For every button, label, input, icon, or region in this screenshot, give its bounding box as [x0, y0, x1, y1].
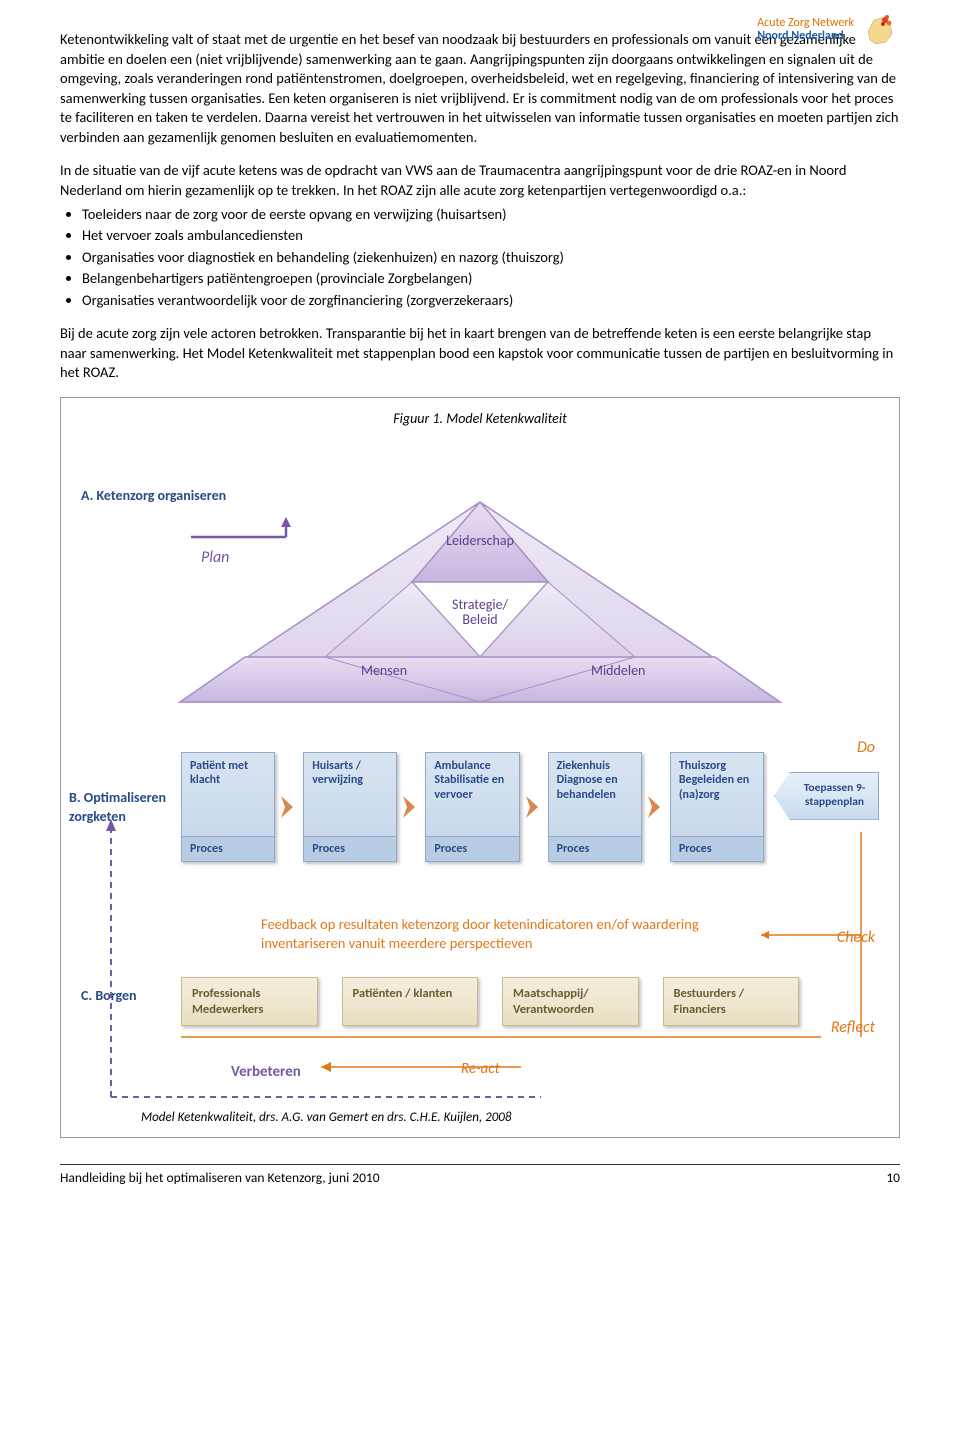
footer-text: Handleiding bij het optimaliseren van Ke… — [60, 1169, 380, 1187]
figure-title: Figuur 1. Model Ketenkwaliteit — [61, 398, 899, 437]
list-item: Belangenbehartigers patiëntengroepen (pr… — [82, 269, 900, 289]
figure-citation: Model Ketenkwaliteit, drs. A.G. van Geme… — [141, 1109, 511, 1127]
paragraph-3: Bij de acute zorg zijn vele actoren betr… — [60, 324, 900, 383]
borgen-box: Professionals Medewerkers — [181, 977, 318, 1026]
page-number: 10 — [886, 1169, 900, 1187]
react-label: Re-act — [461, 1059, 500, 1079]
figure-1: Figuur 1. Model Ketenkwaliteit A. Ketenz… — [60, 397, 900, 1138]
verbeteren-label: Verbeteren — [231, 1062, 301, 1082]
map-icon — [860, 10, 900, 50]
borgen-box: Maatschappij/ Verantwoorden — [502, 977, 639, 1026]
list-item: Toeleiders naar de zorg voor de eerste o… — [82, 205, 900, 225]
logo-line1b: Netwerk — [810, 16, 854, 30]
paragraph-2: In de situatie van de vijf acute ketens … — [60, 161, 900, 200]
logo-line1a: Acute Zorg — [757, 16, 809, 30]
page-footer: Handleiding bij het optimaliseren van Ke… — [60, 1164, 900, 1207]
borgen-box: Patiënten / klanten — [342, 977, 479, 1026]
list-item: Organisaties verantwoordelijk voor de zo… — [82, 291, 900, 311]
logo-line2: Noord Nederland — [757, 30, 854, 43]
connector-lines — [61, 437, 899, 1137]
list-item: Het vervoer zoals ambulancediensten — [82, 226, 900, 246]
bullet-list: Toeleiders naar de zorg voor de eerste o… — [60, 205, 900, 311]
header-logo: Acute Zorg Netwerk Noord Nederland — [757, 10, 900, 50]
borgen-row: Professionals Medewerkers Patiënten / kl… — [181, 977, 799, 1026]
borgen-box: Bestuurders / Financiers — [663, 977, 800, 1026]
feedback-text: Feedback op resultaten ketenzorg door ke… — [261, 915, 731, 953]
list-item: Organisaties voor diagnostiek en behande… — [82, 248, 900, 268]
